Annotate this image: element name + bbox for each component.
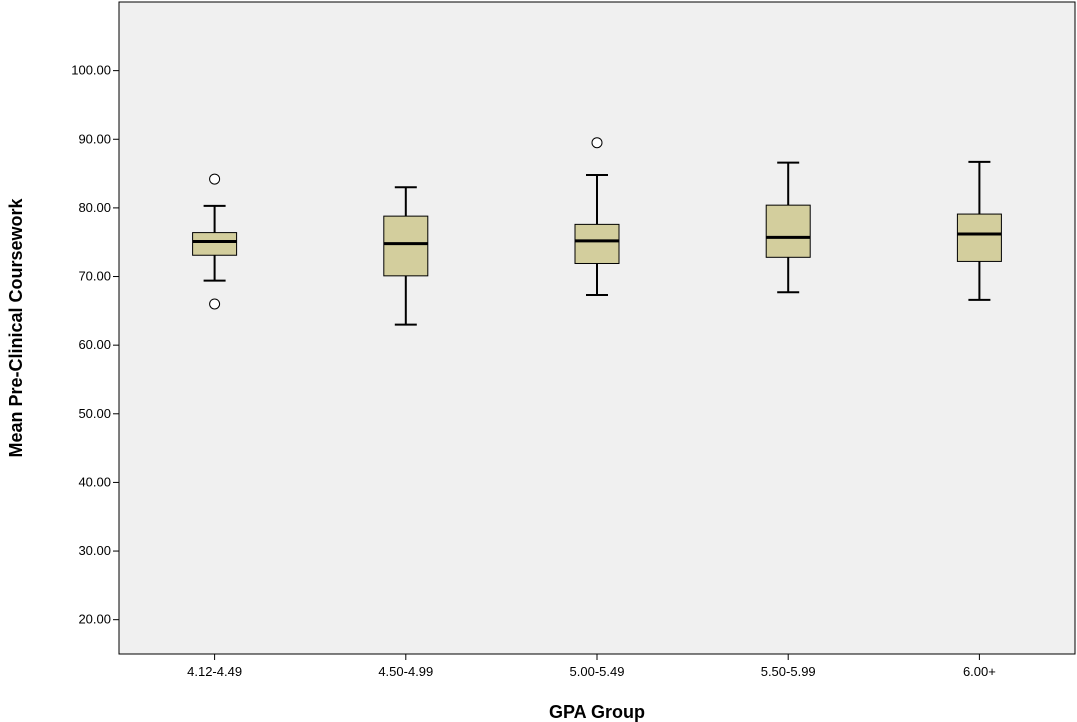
y-tick-label: 20.00 — [78, 612, 111, 627]
box-iqr — [956, 213, 1002, 262]
x-axis-title: GPA Group — [549, 702, 645, 722]
plot-area — [118, 1, 1076, 655]
y-tick-label: 60.00 — [78, 337, 111, 352]
y-tick-label: 100.00 — [71, 63, 111, 78]
box-5 — [956, 160, 1002, 301]
x-tick-label: 5.50-5.99 — [761, 664, 816, 679]
x-tick-label: 5.00-5.49 — [570, 664, 625, 679]
box-1 — [192, 173, 238, 310]
outlier-point — [209, 173, 221, 185]
box-4 — [765, 161, 811, 294]
box-iqr — [192, 232, 238, 256]
box-3 — [574, 137, 620, 297]
box-2 — [383, 186, 429, 326]
box-iqr — [574, 223, 620, 264]
outlier-point — [591, 137, 603, 149]
box-group — [192, 137, 1002, 326]
x-tick-label: 6.00+ — [963, 664, 996, 679]
box-iqr — [765, 204, 811, 258]
y-axis: 20.00 30.00 40.00 50.00 60.00 70.00 80.00 90.00… — [71, 63, 119, 627]
y-tick-label: 50.00 — [78, 406, 111, 421]
x-tick-label: 4.50-4.99 — [378, 664, 433, 679]
box-iqr — [383, 215, 429, 277]
x-axis: 4.12-4.49 4.50-4.99 5.00-5.49 5.50-5.99 6.00… — [187, 654, 996, 679]
y-axis-title: Mean Pre-Clinical Coursework — [6, 197, 26, 457]
y-tick-label: 90.00 — [78, 131, 111, 146]
x-tick-label: 4.12-4.49 — [187, 664, 242, 679]
y-tick-label: 40.00 — [78, 474, 111, 489]
outlier-point — [209, 298, 221, 310]
y-tick-label: 30.00 — [78, 543, 111, 558]
y-tick-label: 80.00 — [78, 200, 111, 215]
y-tick-label: 70.00 — [78, 269, 111, 284]
